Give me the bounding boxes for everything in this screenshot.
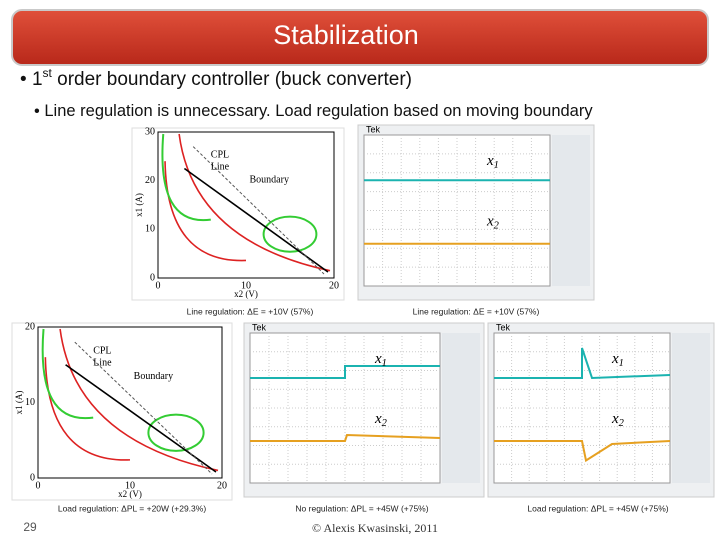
x-tick-label: 20 (329, 280, 339, 291)
plot-label: Line (93, 358, 112, 369)
y-tick-label: 0 (150, 272, 155, 283)
label-subscript: 1 (494, 161, 499, 172)
plot-frame (157, 131, 335, 279)
label-subscript: 2 (382, 418, 388, 429)
caption: Load regulation: ΔPL = +20W (+29.3%) (58, 503, 206, 513)
x-axis-label: x2 (V) (118, 489, 142, 499)
label-base: x (486, 154, 494, 170)
plot-label: Line (211, 161, 230, 172)
plot-label: Boundary (250, 174, 289, 185)
trace-label: x2 (374, 411, 388, 429)
x-tick-label: 10 (125, 480, 135, 491)
trace-x2 (494, 440, 671, 463)
label-base: x (374, 411, 382, 427)
x-tick-label: 20 (217, 480, 227, 491)
scope-readout (672, 333, 710, 483)
scope-readout (442, 333, 480, 483)
label-subscript: 2 (494, 221, 500, 232)
label-subscript: 2 (619, 418, 625, 429)
figure-image (11, 322, 233, 501)
cpl-curve (44, 357, 131, 461)
superscript: st (43, 66, 53, 80)
trace-x2 (250, 433, 441, 442)
bullet-text: order boundary controller (buck converte… (57, 69, 412, 90)
caption: No regulation: ΔPL = +45W (+75%) (295, 503, 428, 513)
label-base: x (611, 351, 619, 367)
y-axis-label: x1 (A) (134, 193, 144, 217)
copyright: © Alexis Kwasinski, 2011 (312, 521, 438, 535)
x-axis-label: x2 (V) (234, 289, 258, 299)
plot-frame (37, 326, 223, 479)
y-tick-label: 10 (145, 224, 155, 235)
title: Stabilization (273, 20, 419, 50)
caption: Load regulation: ΔPL = +45W (+75%) (527, 503, 668, 513)
trace-label: x2 (611, 411, 625, 429)
y-tick-label: 20 (25, 321, 35, 332)
trace-label: x1 (611, 351, 624, 369)
scope-brand: Tek (496, 322, 511, 332)
bullet-number: 1 (32, 69, 43, 90)
trajectory (147, 413, 205, 452)
scope-brand: Tek (366, 124, 381, 134)
y-axis-label: x1 (A) (14, 391, 24, 415)
y-tick-label: 0 (30, 472, 35, 483)
plot-label: CPL (211, 150, 229, 161)
boundary-line (183, 167, 329, 273)
page-number: 29 (23, 520, 37, 534)
trace-x1 (494, 347, 671, 380)
trajectory (161, 133, 211, 222)
y-tick-label: 30 (145, 126, 155, 137)
plot-label: CPL (93, 345, 111, 356)
title-bar (11, 9, 709, 66)
bullet: • 1st order boundary controller (buck co… (20, 66, 412, 90)
bullet-text: Line regulation is unnecessary. Load reg… (44, 102, 593, 120)
label-subscript: 1 (619, 358, 624, 369)
boundary-line (192, 146, 325, 275)
x-tick-label: 0 (36, 480, 41, 491)
x-tick-label: 10 (241, 280, 251, 291)
caption: Line regulation: ΔE = +10V (57%) (187, 306, 314, 316)
label-base: x (611, 411, 619, 427)
caption: Line regulation: ΔE = +10V (57%) (413, 306, 540, 316)
bullet: • Line regulation is unnecessary. Load r… (34, 102, 593, 120)
x-tick-label: 0 (156, 280, 161, 291)
trajectory (262, 215, 318, 253)
cpl-curve (164, 161, 247, 262)
trace-label: x1 (374, 351, 387, 369)
y-tick-label: 10 (25, 397, 35, 408)
trace-label: x1 (486, 154, 499, 172)
cpl-curve (59, 328, 219, 472)
boundary-line (74, 341, 213, 475)
scope-readout (552, 135, 590, 286)
label-base: x (374, 351, 382, 367)
figure-image (131, 127, 345, 301)
label-base: x (486, 214, 494, 230)
trace-label: x2 (486, 214, 500, 232)
cpl-curve (178, 133, 331, 272)
y-tick-label: 20 (145, 175, 155, 186)
trace-x1 (250, 365, 440, 379)
plot-label: Boundary (134, 371, 173, 382)
scope-brand: Tek (252, 322, 267, 332)
label-subscript: 1 (382, 358, 387, 369)
trajectory (41, 328, 94, 420)
